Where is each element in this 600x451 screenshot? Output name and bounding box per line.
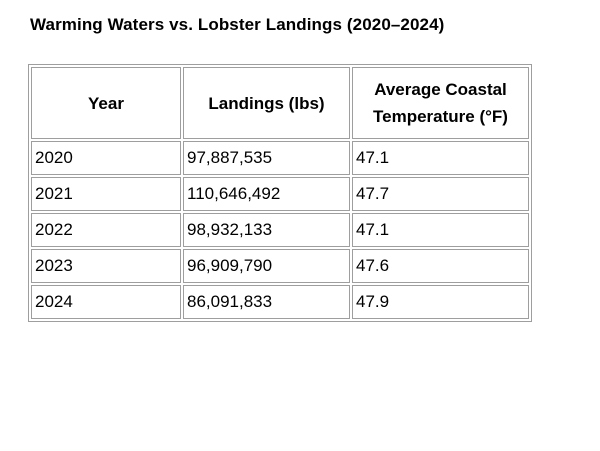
cell-year: 2023	[31, 249, 181, 283]
table-row: 2024 86,091,833 47.9	[31, 285, 529, 319]
cell-year: 2021	[31, 177, 181, 211]
table-row: 2023 96,909,790 47.6	[31, 249, 529, 283]
cell-temperature: 47.6	[352, 249, 529, 283]
column-header-avg-coastal-temperature: Average Coastal Temperature (°F)	[352, 67, 529, 139]
cell-landings: 98,932,133	[183, 213, 350, 247]
cell-landings: 110,646,492	[183, 177, 350, 211]
page-title: Warming Waters vs. Lobster Landings (202…	[30, 15, 445, 34]
cell-landings: 97,887,535	[183, 141, 350, 175]
table-row: 2020 97,887,535 47.1	[31, 141, 529, 175]
column-header-year: Year	[31, 67, 181, 139]
cell-landings: 86,091,833	[183, 285, 350, 319]
cell-year: 2020	[31, 141, 181, 175]
table-row: 2022 98,932,133 47.1	[31, 213, 529, 247]
cell-temperature: 47.1	[352, 141, 529, 175]
lobster-landings-table: Year Landings (lbs) Average Coastal Temp…	[28, 64, 532, 322]
cell-landings: 96,909,790	[183, 249, 350, 283]
table-row: 2021 110,646,492 47.7	[31, 177, 529, 211]
cell-year: 2022	[31, 213, 181, 247]
cell-temperature: 47.7	[352, 177, 529, 211]
cell-temperature: 47.1	[352, 213, 529, 247]
cell-year: 2024	[31, 285, 181, 319]
column-header-landings: Landings (lbs)	[183, 67, 350, 139]
cell-temperature: 47.9	[352, 285, 529, 319]
table-header-row: Year Landings (lbs) Average Coastal Temp…	[31, 67, 529, 139]
